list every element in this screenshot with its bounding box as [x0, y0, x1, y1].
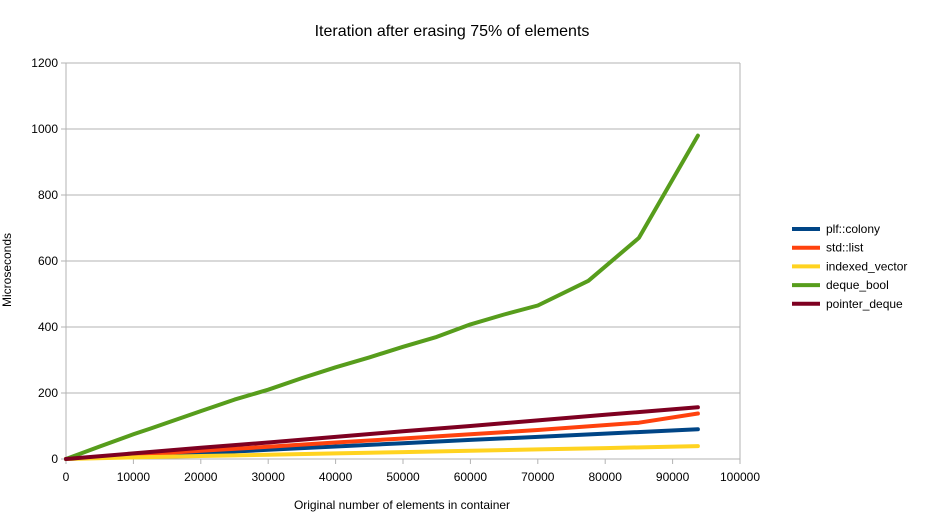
y-tick-label: 400 — [38, 320, 58, 334]
x-tick-label: 70000 — [521, 470, 555, 484]
x-tick-label: 50000 — [386, 470, 420, 484]
x-tick-label: 0 — [63, 470, 70, 484]
x-tick-label: 80000 — [589, 470, 623, 484]
series-line-4 — [64, 405, 700, 461]
tick-labels: 0 200 400 600 800 1000 1200 0 10000 20000 30000 400… — [31, 56, 760, 484]
series-line-3 — [64, 133, 700, 461]
y-axis-label: Microseconds — [0, 233, 14, 307]
legend-label: pointer_deque — [826, 297, 903, 311]
axes — [61, 62, 741, 464]
x-tick-label: 90000 — [656, 470, 690, 484]
series-lines — [64, 133, 700, 461]
x-tick-label: 30000 — [252, 470, 286, 484]
y-tick-label: 1200 — [31, 56, 58, 70]
x-tick-label: 20000 — [184, 470, 218, 484]
x-tick-label: 10000 — [117, 470, 151, 484]
y-tick-label: 600 — [38, 254, 58, 268]
series-line-2 — [64, 444, 700, 461]
x-axis-label: Original number of elements in container — [294, 498, 510, 512]
gridlines — [66, 62, 740, 394]
y-tick-label: 200 — [38, 386, 58, 400]
x-tick-label: 100000 — [720, 470, 760, 484]
chart-title: Iteration after erasing 75% of elements — [315, 23, 590, 40]
legend-label: plf::colony — [826, 222, 880, 236]
series-line-1 — [64, 411, 700, 461]
legend-label: indexed_vector — [826, 259, 907, 273]
y-tick-label: 800 — [38, 188, 58, 202]
y-tick-label: 0 — [51, 452, 58, 466]
y-tick-label: 1000 — [31, 122, 58, 136]
x-tick-label: 60000 — [454, 470, 488, 484]
legend-label: deque_bool — [826, 278, 889, 292]
x-tick-label: 40000 — [319, 470, 353, 484]
legend: plf::colonystd::listindexed_vectordeque_… — [792, 222, 907, 311]
legend-label: std::list — [826, 241, 864, 255]
